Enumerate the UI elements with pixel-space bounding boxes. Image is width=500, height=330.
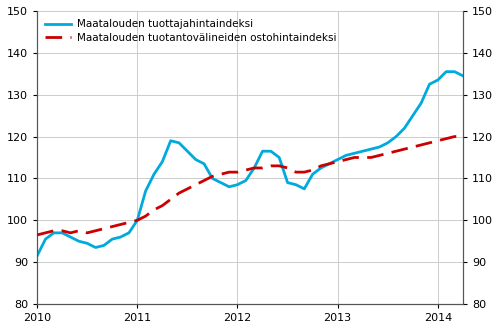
- Maatalouden tuottajahintaindeksi: [476, 86, 482, 90]
- Maatalouden tuotantovälineiden ostohintaindeksi: [210, 174, 216, 178]
- Maatalouden tuotantovälineiden ostohintaindeksi: [34, 233, 40, 237]
- Line: Maatalouden tuotantovälineiden ostohintaindeksi: Maatalouden tuotantovälineiden ostohinta…: [37, 137, 500, 235]
- Maatalouden tuottajahintaindeksi: [443, 70, 449, 74]
- Maatalouden tuottajahintaindeksi: [210, 177, 216, 181]
- Maatalouden tuottajahintaindeksi: [134, 218, 140, 222]
- Maatalouden tuotantovälineiden ostohintaindeksi: [302, 170, 308, 174]
- Maatalouden tuottajahintaindeksi: [34, 254, 40, 258]
- Maatalouden tuottajahintaindeksi: [334, 158, 340, 162]
- Line: Maatalouden tuottajahintaindeksi: Maatalouden tuottajahintaindeksi: [37, 72, 500, 256]
- Maatalouden tuotantovälineiden ostohintaindeksi: [334, 160, 340, 164]
- Legend: Maatalouden tuottajahintaindeksi, Maatalouden tuotantovälineiden ostohintaindeks: Maatalouden tuottajahintaindeksi, Maatal…: [42, 16, 340, 46]
- Maatalouden tuotantovälineiden ostohintaindeksi: [452, 135, 458, 139]
- Maatalouden tuotantovälineiden ostohintaindeksi: [134, 218, 140, 222]
- Maatalouden tuotantovälineiden ostohintaindeksi: [476, 137, 482, 141]
- Maatalouden tuotantovälineiden ostohintaindeksi: [151, 208, 157, 212]
- Maatalouden tuottajahintaindeksi: [302, 187, 308, 191]
- Maatalouden tuottajahintaindeksi: [151, 172, 157, 176]
